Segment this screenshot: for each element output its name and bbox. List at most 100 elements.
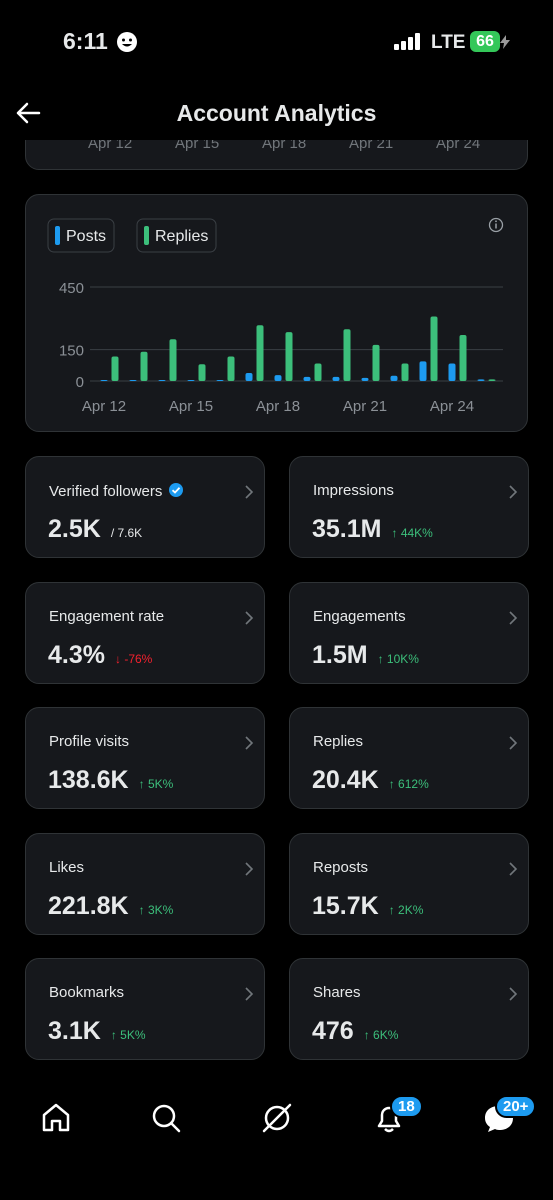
notifications-badge: 18 xyxy=(390,1095,423,1118)
bar xyxy=(303,376,311,381)
stat-label-text: Shares xyxy=(313,984,361,1001)
bar xyxy=(430,316,438,381)
network: LTE xyxy=(431,32,466,53)
stat-label-text: Profile visits xyxy=(49,733,130,750)
bar xyxy=(419,361,427,381)
chevron xyxy=(509,485,518,499)
stat-detail: ↑ 10K% xyxy=(377,652,419,666)
stat-detail: ↑ 5K% xyxy=(138,777,174,791)
stat-detail: ↑ 44K% xyxy=(391,526,433,540)
stat-card[interactable]: Engagement rate 4.3% ↓ -76% xyxy=(25,582,265,684)
bar xyxy=(285,332,293,381)
stat-detail: ↑ 612% xyxy=(388,777,429,791)
stat-label-text: Reposts xyxy=(313,859,369,876)
bar xyxy=(477,379,485,381)
bar xyxy=(314,363,322,381)
badge-check xyxy=(172,487,181,494)
stat-label-text: Likes xyxy=(49,859,85,876)
stat-value-text: 15.7K xyxy=(312,892,379,920)
stat-card[interactable]: Bookmarks 3.1K ↑ 5K% xyxy=(25,958,265,1060)
chart: Posts Replies 0 150 450 Apr 12 Apr 15 Apr 18 Apr… xyxy=(47,217,504,415)
bar xyxy=(129,379,137,381)
signal-icon xyxy=(394,33,420,50)
stat-card[interactable]: Impressions 35.1M ↑ 44K% xyxy=(289,456,529,558)
chevron xyxy=(245,611,254,625)
stat-value-text: 221.8K xyxy=(48,892,129,920)
stat-card[interactable]: Engagements 1.5M ↑ 10K% xyxy=(289,582,529,684)
badge-circle xyxy=(169,483,184,497)
y-tick-label: 0 xyxy=(76,374,84,391)
bar xyxy=(169,339,177,381)
stat-label-text: Replies xyxy=(313,733,364,750)
bar xyxy=(401,363,409,381)
y-tick-label: 450 xyxy=(59,280,84,297)
stat-label: Engagement rate xyxy=(49,608,164,625)
stat-value-text: 35.1M xyxy=(312,515,382,543)
chevron-path xyxy=(509,485,518,499)
charging-icon xyxy=(500,35,510,49)
chevron-path xyxy=(245,987,254,1001)
bar xyxy=(158,379,166,381)
x-tick-label: Apr 12 xyxy=(82,398,126,415)
stat-value: 476 ↑ 6K% xyxy=(312,1017,398,1046)
stat-detail: ↑ 2K% xyxy=(388,903,424,917)
legend-label: Posts xyxy=(66,228,106,245)
chevron xyxy=(509,862,518,876)
chevron-path xyxy=(509,862,518,876)
chevron-path xyxy=(509,987,518,1001)
stat-label: Replies xyxy=(313,733,363,750)
stat-label: Impressions xyxy=(313,482,394,499)
chevron xyxy=(245,862,254,876)
stat-card[interactable]: Replies 20.4K ↑ 612% xyxy=(289,707,529,809)
bar xyxy=(111,356,119,381)
stat-label-text: Impressions xyxy=(313,482,394,499)
stat-value-text: 4.3% xyxy=(48,641,105,669)
chevron-path xyxy=(245,736,254,750)
bar xyxy=(488,379,496,381)
bar xyxy=(372,344,380,381)
x-tick-label: Apr 15 xyxy=(169,398,213,415)
stat-value: 2.5K / 7.6K xyxy=(48,515,142,544)
stat-value: 1.5M ↑ 10K% xyxy=(312,641,419,670)
bar xyxy=(227,356,235,381)
legend-swatch xyxy=(144,226,149,245)
stat-value: 4.3% ↓ -76% xyxy=(48,641,152,670)
back-button[interactable] xyxy=(15,101,41,125)
legend-label: Replies xyxy=(155,228,208,245)
chevron xyxy=(245,736,254,750)
search-tab[interactable] xyxy=(150,1102,182,1134)
stat-label: Reposts xyxy=(313,859,368,876)
chevron-path xyxy=(245,485,254,499)
legend-swatch xyxy=(55,226,60,245)
stat-card[interactable]: Profile visits 138.6K ↑ 5K% xyxy=(25,707,265,809)
chevron xyxy=(509,611,518,625)
bar xyxy=(332,376,340,381)
top-bar: 6:11 LTE 66 Account Analytics xyxy=(0,0,553,140)
bar xyxy=(216,379,224,381)
stat-card[interactable]: Likes 221.8K ↑ 3K% xyxy=(25,833,265,935)
stat-value-text: 3.1K xyxy=(48,1017,101,1045)
chevron xyxy=(509,987,518,1001)
chevron xyxy=(245,485,254,499)
home-tab[interactable] xyxy=(40,1102,72,1134)
stat-card[interactable]: Reposts 15.7K ↑ 2K% xyxy=(289,833,529,935)
chevron-path xyxy=(509,611,518,625)
stat-card[interactable]: Verified followers 2.5K / 7.6K xyxy=(25,456,265,558)
bar xyxy=(100,379,108,381)
bar xyxy=(245,373,253,381)
page-title: Account Analytics xyxy=(176,100,377,126)
info-icon xyxy=(488,217,504,233)
battery: 66 xyxy=(470,31,500,52)
stat-label: Verified followers xyxy=(49,482,184,500)
stat-value: 3.1K ↑ 5K% xyxy=(48,1017,146,1046)
stat-label-text: Engagements xyxy=(313,608,406,625)
messages-badge: 20+ xyxy=(495,1095,537,1118)
stat-card[interactable]: Shares 476 ↑ 6K% xyxy=(289,958,529,1060)
chevron-path xyxy=(245,862,254,876)
chevron xyxy=(245,987,254,1001)
grok-tab[interactable] xyxy=(261,1102,293,1134)
bar xyxy=(390,375,398,381)
stat-value: 20.4K ↑ 612% xyxy=(312,766,429,795)
x-tick-label: Apr 24 xyxy=(430,398,474,415)
